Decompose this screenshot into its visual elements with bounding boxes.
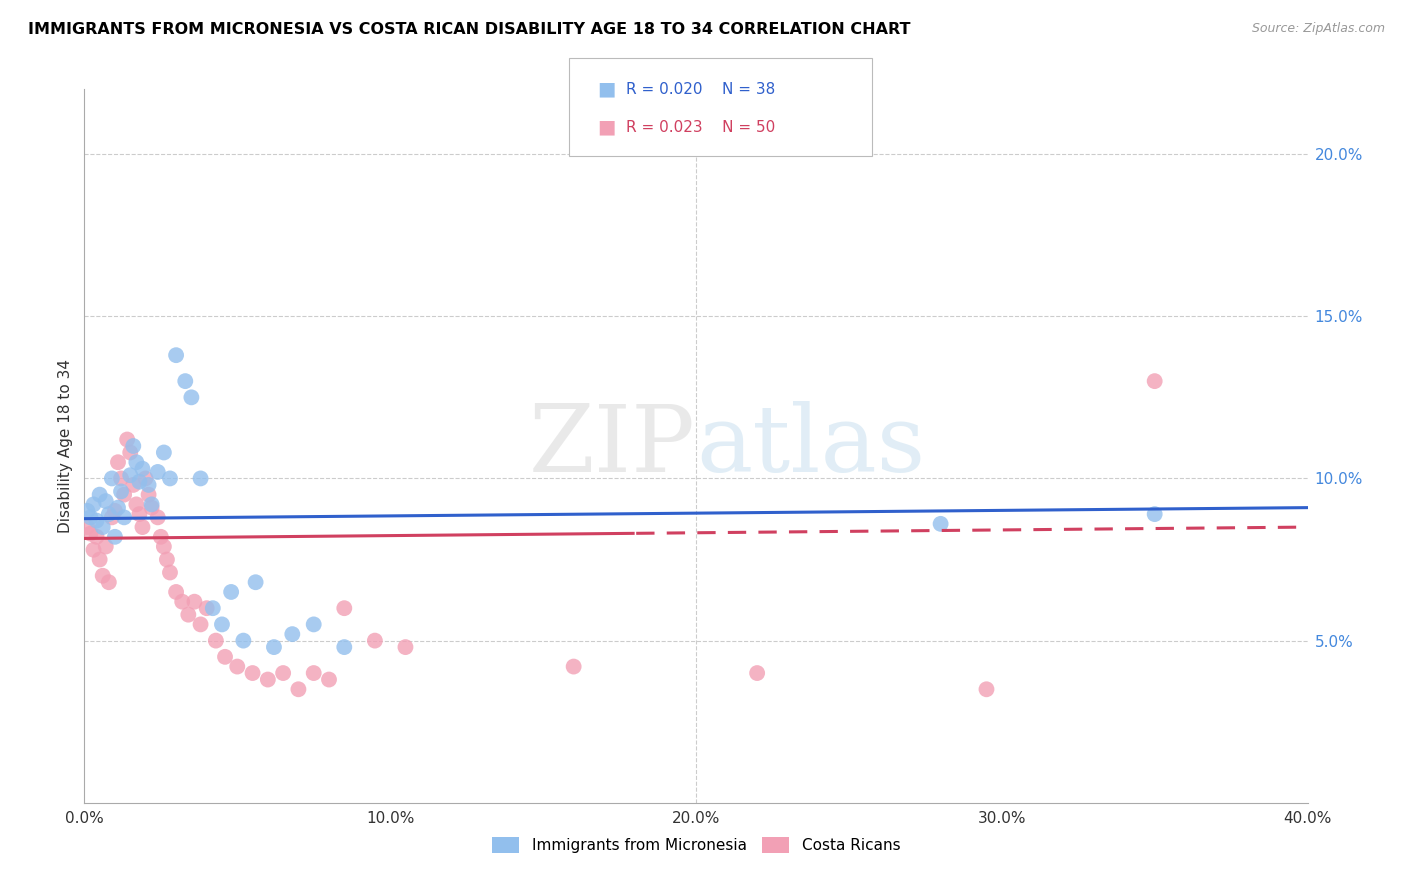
Point <box>94 494 117 508</box>
Point <box>287 682 309 697</box>
Text: IMMIGRANTS FROM MICRONESIA VS COSTA RICAN DISABILITY AGE 18 TO 34 CORRELATION CH: IMMIGRANTS FROM MICRONESIA VS COSTA RICA… <box>28 22 911 37</box>
Point <box>101 471 124 485</box>
Point <box>318 673 340 687</box>
Point <box>120 445 142 459</box>
Point <box>120 468 142 483</box>
Point <box>128 507 150 521</box>
Point <box>141 497 163 511</box>
Point <box>83 497 105 511</box>
Point <box>110 471 132 485</box>
Point <box>747 666 769 681</box>
Point <box>115 433 138 447</box>
Text: Source: ZipAtlas.com: Source: ZipAtlas.com <box>1251 22 1385 36</box>
Text: ■: ■ <box>598 118 616 136</box>
Point <box>125 497 148 511</box>
Point <box>131 520 153 534</box>
Text: R = 0.020    N = 38: R = 0.020 N = 38 <box>626 82 775 97</box>
Point <box>201 601 224 615</box>
Point <box>177 607 200 622</box>
Point <box>165 348 187 362</box>
Point <box>394 640 416 654</box>
Point <box>138 478 160 492</box>
Point <box>172 595 194 609</box>
Point <box>128 475 150 489</box>
Point <box>263 640 285 654</box>
Text: atlas: atlas <box>696 401 925 491</box>
Point <box>146 465 169 479</box>
Point <box>190 617 212 632</box>
Legend: Immigrants from Micronesia, Costa Ricans: Immigrants from Micronesia, Costa Ricans <box>485 831 907 859</box>
Point <box>669 131 692 145</box>
Point <box>131 461 153 475</box>
Text: ■: ■ <box>598 80 616 99</box>
Point <box>333 601 356 615</box>
Point <box>89 488 111 502</box>
Text: R = 0.023    N = 50: R = 0.023 N = 50 <box>626 120 775 135</box>
Point <box>141 500 163 515</box>
Point <box>1143 507 1166 521</box>
Point <box>76 520 98 534</box>
Point <box>86 514 108 528</box>
Point <box>281 627 304 641</box>
Point <box>214 649 236 664</box>
Point <box>149 530 172 544</box>
Point <box>112 488 135 502</box>
Point <box>562 659 585 673</box>
Point <box>83 542 105 557</box>
Point <box>94 540 117 554</box>
Point <box>219 585 242 599</box>
Point <box>89 552 111 566</box>
Point <box>159 471 181 485</box>
Point <box>242 666 264 681</box>
Point <box>929 516 952 531</box>
Point <box>101 510 124 524</box>
Point <box>364 633 387 648</box>
Point <box>122 478 145 492</box>
Point <box>146 510 169 524</box>
Point <box>302 617 325 632</box>
Point <box>302 666 325 681</box>
Point <box>122 439 145 453</box>
Point <box>91 568 114 582</box>
Text: ZIP: ZIP <box>529 401 696 491</box>
Point <box>107 500 129 515</box>
Point <box>165 585 187 599</box>
Point <box>159 566 181 580</box>
Point <box>112 510 135 524</box>
Point <box>156 552 179 566</box>
Point <box>76 504 98 518</box>
Y-axis label: Disability Age 18 to 34: Disability Age 18 to 34 <box>58 359 73 533</box>
Point <box>104 530 127 544</box>
Point <box>226 659 249 673</box>
Point <box>183 595 205 609</box>
Point <box>333 640 356 654</box>
Point <box>125 455 148 469</box>
Point <box>211 617 233 632</box>
Point <box>97 507 120 521</box>
Point <box>135 471 157 485</box>
Point <box>153 445 176 459</box>
Point <box>107 455 129 469</box>
Point <box>153 540 176 554</box>
Point <box>104 504 127 518</box>
Point <box>86 530 108 544</box>
Point <box>91 520 114 534</box>
Point <box>257 673 280 687</box>
Point <box>205 633 228 648</box>
Point <box>79 510 101 524</box>
Point <box>195 601 218 615</box>
Point <box>110 484 132 499</box>
Point <box>245 575 267 590</box>
Point <box>271 666 294 681</box>
Point <box>97 575 120 590</box>
Point <box>1143 374 1166 388</box>
Point <box>174 374 197 388</box>
Point <box>190 471 212 485</box>
Point <box>232 633 254 648</box>
Point <box>79 526 101 541</box>
Point <box>180 390 202 404</box>
Point <box>976 682 998 697</box>
Point <box>138 488 160 502</box>
